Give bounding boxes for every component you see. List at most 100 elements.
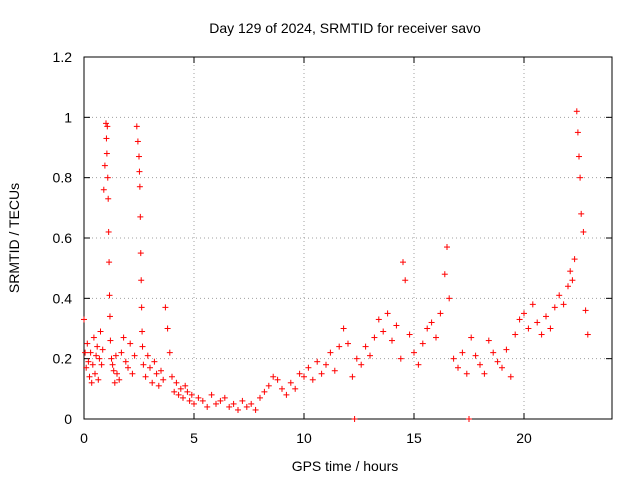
data-point xyxy=(323,361,329,368)
x-axis-label: GPS time / hours xyxy=(292,458,399,474)
grid-lines xyxy=(84,57,612,419)
y-tick-label: 1.2 xyxy=(53,49,73,65)
y-axis-label: SRMTID / TECUs xyxy=(6,183,22,293)
data-point xyxy=(116,376,123,383)
data-point xyxy=(402,277,409,284)
data-point xyxy=(142,373,149,380)
data-point xyxy=(149,379,156,386)
data-point xyxy=(406,331,413,338)
data-point xyxy=(261,388,268,395)
data-point xyxy=(85,358,92,365)
data-point xyxy=(155,382,162,389)
data-point xyxy=(450,355,457,362)
data-point xyxy=(393,322,400,329)
x-tick-label: 5 xyxy=(190,430,198,446)
data-point xyxy=(106,292,113,299)
data-point xyxy=(521,310,527,317)
data-point xyxy=(105,195,112,202)
data-point xyxy=(336,343,343,350)
data-point xyxy=(138,277,145,284)
data-point xyxy=(81,316,87,323)
data-point xyxy=(217,397,224,404)
y-tick-label: 0.8 xyxy=(53,170,73,186)
data-point xyxy=(340,325,347,332)
data-point xyxy=(137,250,144,257)
data-point xyxy=(400,259,406,266)
data-point xyxy=(419,340,426,347)
data-point xyxy=(144,352,151,359)
data-point xyxy=(428,319,435,326)
data-point xyxy=(84,340,91,347)
data-point xyxy=(463,370,470,377)
x-tick-label: 15 xyxy=(406,430,422,446)
data-point xyxy=(538,331,545,338)
y-tick-label: 1 xyxy=(64,109,72,125)
data-point xyxy=(112,352,119,359)
data-point xyxy=(109,361,116,368)
data-point xyxy=(114,370,120,377)
x-tick-label: 20 xyxy=(516,430,532,446)
data-point xyxy=(136,183,143,190)
data-point xyxy=(490,349,497,356)
data-point xyxy=(472,352,479,359)
data-point xyxy=(111,379,118,386)
data-point xyxy=(584,331,591,338)
data-point xyxy=(358,361,365,368)
data-point xyxy=(516,316,523,323)
data-point xyxy=(122,358,129,365)
data-point xyxy=(569,277,576,284)
data-point xyxy=(485,337,492,344)
data-point xyxy=(86,373,93,380)
data-point xyxy=(226,403,233,410)
data-point xyxy=(191,400,197,407)
data-point xyxy=(127,340,134,347)
data-point xyxy=(265,382,272,389)
data-point xyxy=(171,388,178,395)
data-point xyxy=(195,394,202,401)
data-point xyxy=(574,129,581,136)
data-point xyxy=(131,352,138,359)
data-point xyxy=(139,343,146,350)
data-point xyxy=(481,370,488,377)
data-point xyxy=(424,325,431,332)
y-tick-label: 0 xyxy=(64,411,72,427)
data-point xyxy=(565,283,571,290)
data-point xyxy=(199,397,206,404)
data-point xyxy=(100,186,107,193)
data-point xyxy=(164,325,171,332)
data-point xyxy=(466,416,472,422)
data-point xyxy=(455,364,461,371)
data-point xyxy=(371,334,378,341)
data-point xyxy=(287,379,294,386)
data-point xyxy=(166,349,173,356)
data-point xyxy=(397,355,404,362)
x-tick-label: 10 xyxy=(296,430,312,446)
data-point xyxy=(88,379,95,386)
data-point xyxy=(305,364,312,371)
data-point xyxy=(94,343,101,350)
data-point xyxy=(133,123,140,130)
data-point xyxy=(108,355,115,362)
data-point xyxy=(118,349,125,356)
data-point xyxy=(204,403,211,410)
data-point xyxy=(468,334,475,341)
data-point xyxy=(101,162,108,169)
y-tick-label: 0.6 xyxy=(53,230,73,246)
y-tick-label: 0.2 xyxy=(53,351,73,367)
data-point xyxy=(93,352,100,359)
data-point xyxy=(89,361,96,368)
data-point xyxy=(182,382,189,389)
data-point xyxy=(98,361,105,368)
data-point xyxy=(257,394,263,401)
data-point xyxy=(252,406,259,413)
y-tick-label: 0.4 xyxy=(53,290,73,306)
data-point xyxy=(380,328,387,335)
data-point xyxy=(173,379,180,386)
data-point xyxy=(221,394,228,401)
data-point xyxy=(104,123,111,130)
data-point xyxy=(503,346,510,353)
data-point xyxy=(162,304,169,311)
data-point xyxy=(104,174,111,181)
data-point xyxy=(92,370,98,377)
data-point xyxy=(567,268,574,275)
